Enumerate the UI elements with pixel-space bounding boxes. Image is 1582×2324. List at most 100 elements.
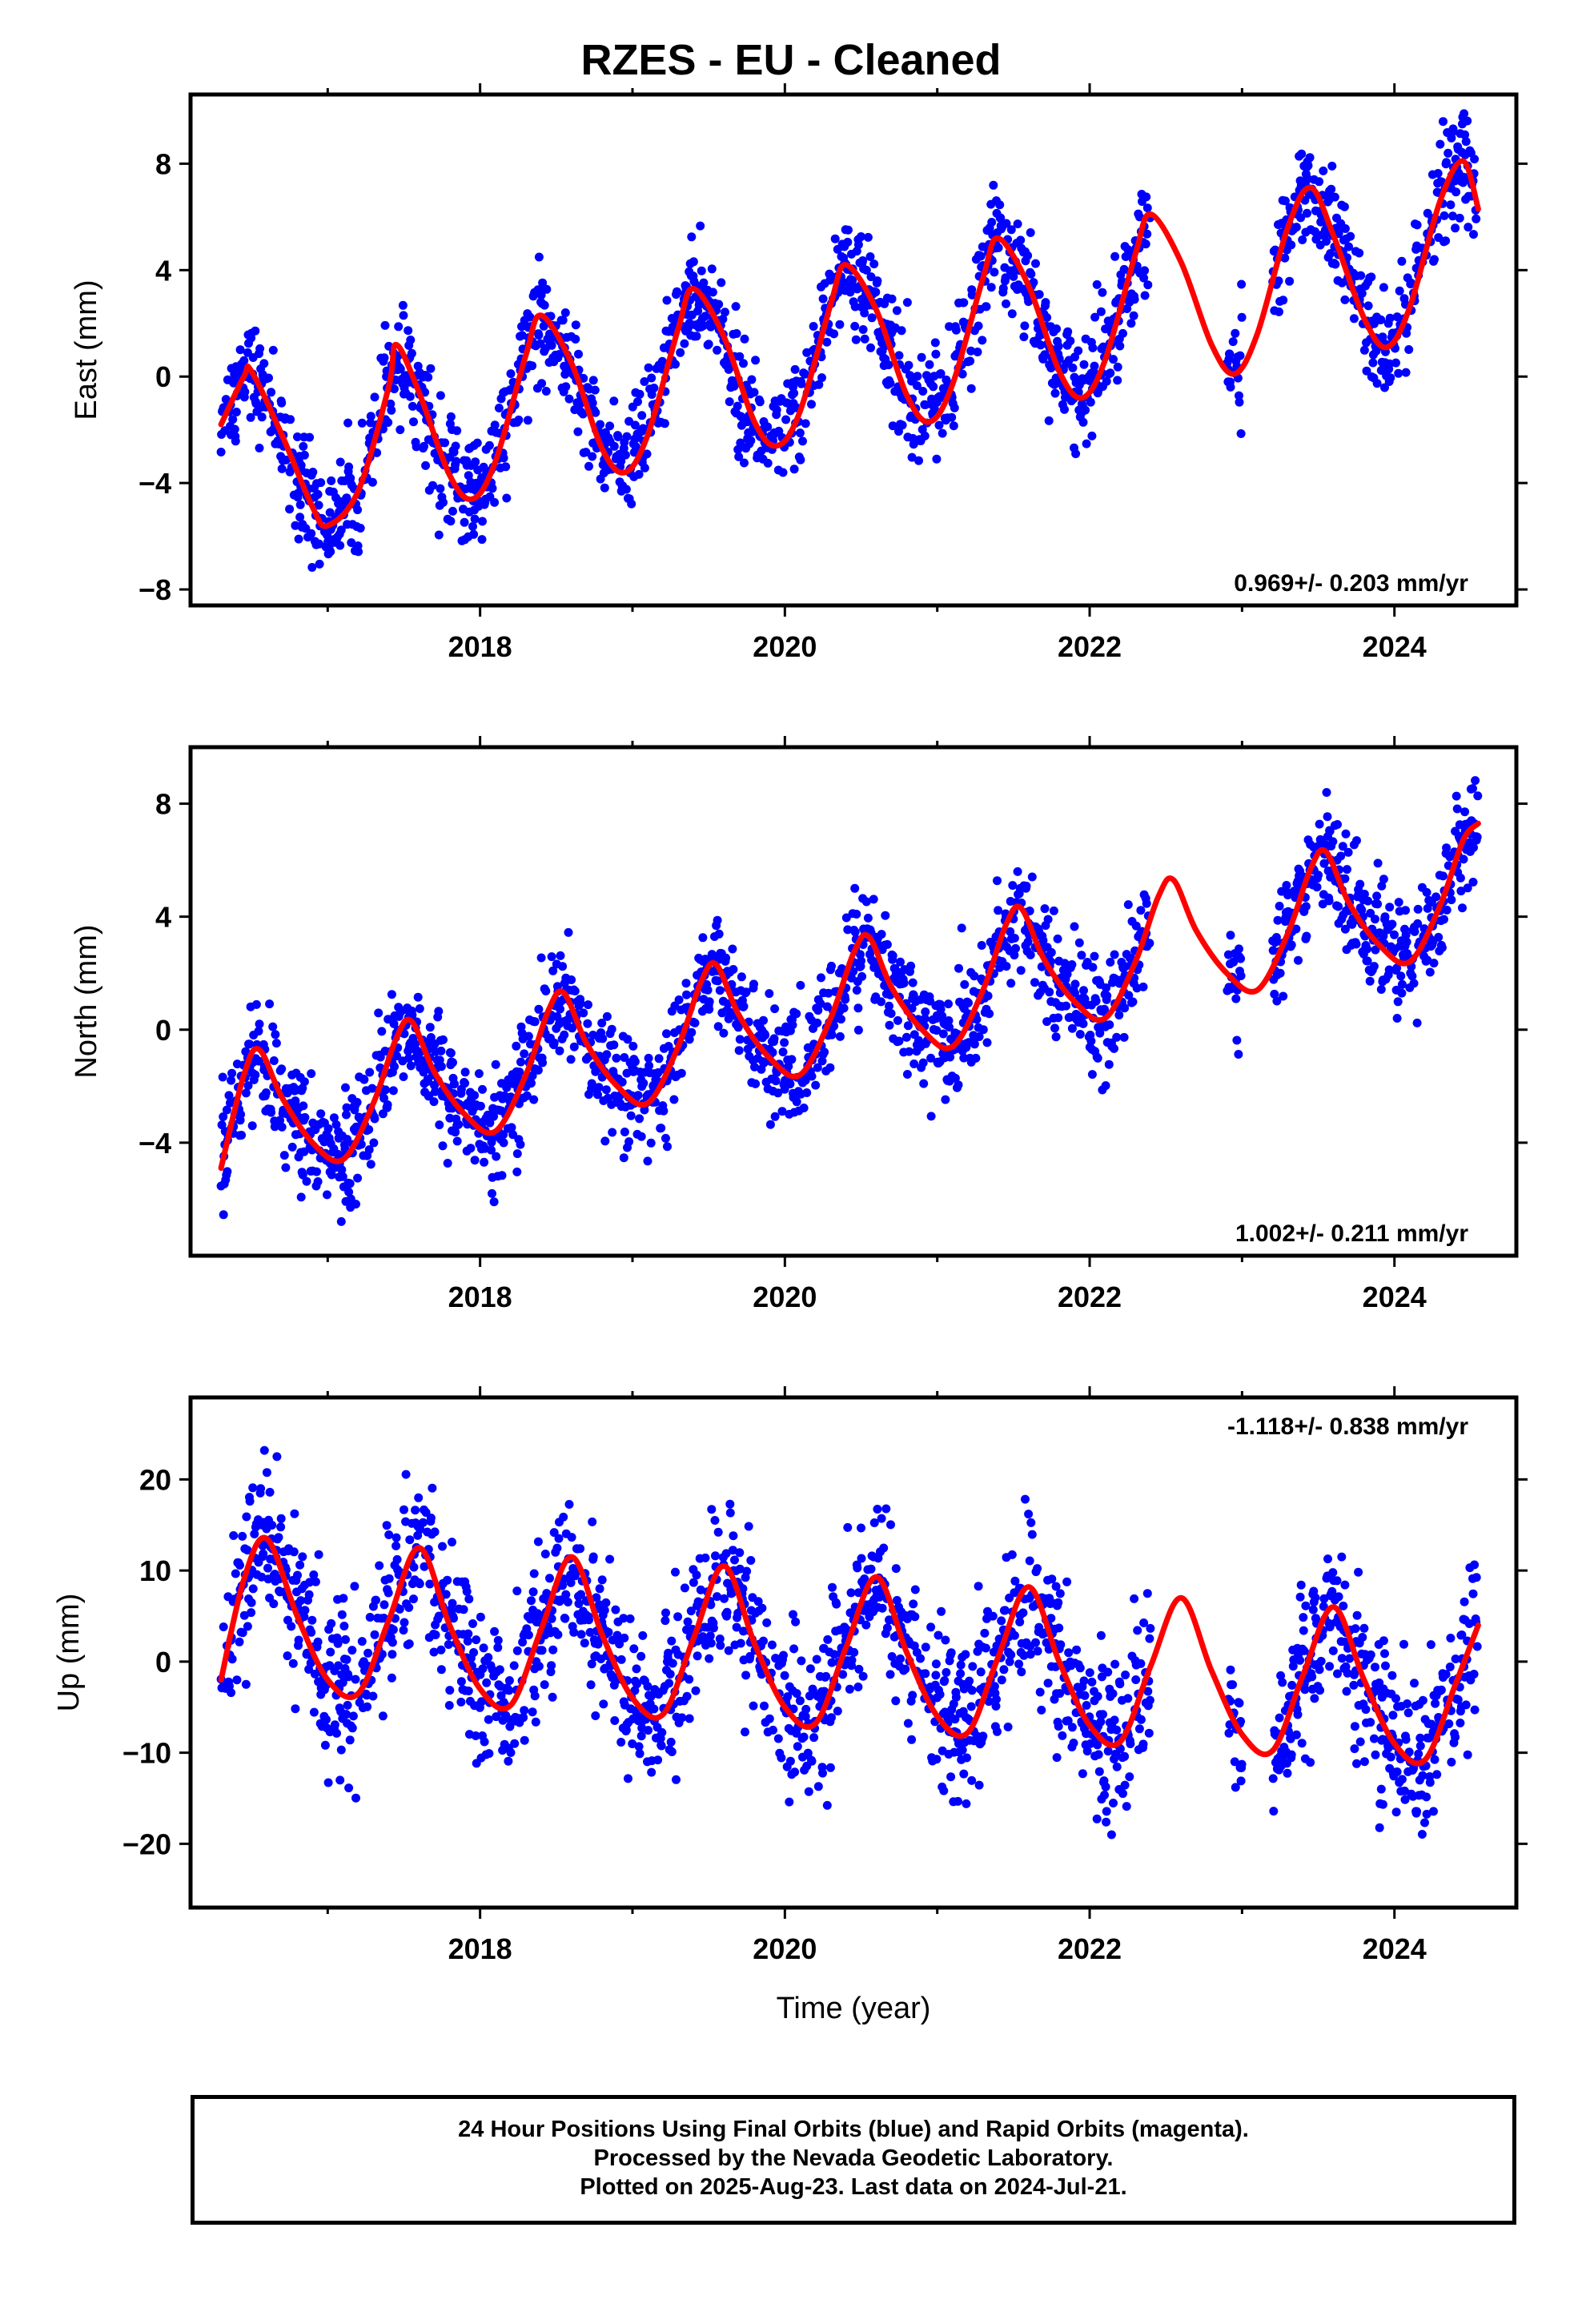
up-point	[877, 1514, 886, 1523]
north-point	[1387, 919, 1397, 929]
north-point	[837, 1015, 845, 1024]
up-point	[462, 1586, 472, 1596]
up-point	[1046, 1614, 1056, 1623]
up-point	[409, 1594, 418, 1604]
east-point	[843, 225, 853, 235]
east-point	[860, 308, 869, 318]
north-point	[1086, 1036, 1096, 1046]
up-point	[956, 1660, 966, 1670]
east-point	[584, 461, 593, 471]
east-point	[231, 436, 240, 446]
north-point	[424, 1076, 433, 1086]
north-point	[1075, 1030, 1085, 1039]
north-point	[593, 1090, 602, 1100]
up-point	[456, 1697, 466, 1707]
up-point	[932, 1755, 942, 1764]
north-point	[1384, 965, 1394, 975]
north-point	[1010, 934, 1019, 943]
north-ylabel: North (mm)	[70, 924, 103, 1078]
up-point	[1086, 1739, 1095, 1748]
up-point	[580, 1638, 589, 1648]
up-point	[548, 1645, 558, 1655]
up-point	[885, 1670, 895, 1679]
north-point	[771, 1076, 781, 1086]
up-point	[547, 1614, 556, 1623]
east-point	[379, 353, 389, 363]
east-point	[974, 321, 983, 331]
north-point	[512, 1149, 522, 1159]
east-point	[978, 242, 987, 251]
north-point	[270, 1122, 279, 1132]
east-point	[387, 405, 396, 415]
north-point	[296, 1192, 306, 1202]
east-point	[412, 442, 421, 452]
north-point	[759, 1015, 768, 1025]
east-point	[383, 418, 393, 427]
east-point	[740, 458, 749, 468]
up-point	[257, 1572, 267, 1582]
up-point	[1037, 1705, 1046, 1715]
up-point	[484, 1749, 494, 1759]
east-point	[676, 348, 685, 357]
east-point	[904, 360, 913, 370]
east-point	[850, 302, 860, 312]
up-point	[710, 1516, 720, 1525]
east-point	[1298, 235, 1307, 244]
up-point	[239, 1610, 249, 1620]
up-point	[428, 1483, 437, 1493]
east-point	[951, 325, 961, 335]
north-point	[1365, 976, 1375, 986]
north-point	[367, 1084, 377, 1093]
north-point	[323, 1124, 333, 1133]
east-point	[930, 404, 939, 414]
east-point	[967, 290, 977, 300]
up-point	[334, 1661, 343, 1671]
north-point	[560, 1030, 569, 1039]
east-point	[848, 275, 857, 285]
east-point	[308, 468, 318, 476]
east-point	[299, 441, 308, 451]
east-point	[514, 415, 524, 424]
up-point	[464, 1687, 473, 1695]
north-point	[1340, 874, 1350, 883]
north-point	[345, 1179, 355, 1188]
up-point	[493, 1635, 503, 1645]
north-point	[1023, 937, 1033, 947]
east-point	[528, 361, 537, 371]
up-point	[472, 1635, 481, 1645]
north-point	[281, 1163, 291, 1172]
east-point	[635, 389, 644, 399]
north-point	[908, 978, 917, 987]
up-point	[845, 1684, 854, 1694]
up-point	[685, 1675, 694, 1684]
north-point	[460, 1079, 470, 1088]
north-point	[1442, 843, 1452, 853]
north-point	[1471, 776, 1480, 786]
east-point	[994, 243, 1003, 252]
north-point	[1100, 1004, 1109, 1014]
east-point	[469, 529, 479, 539]
up-point	[672, 1775, 681, 1784]
up-point	[400, 1505, 408, 1514]
up-point	[351, 1793, 360, 1803]
north-point	[1090, 951, 1099, 961]
east-point	[588, 398, 597, 408]
north-point	[1030, 978, 1039, 987]
up-point	[735, 1564, 745, 1574]
north-point	[338, 1172, 347, 1181]
up-point	[304, 1590, 314, 1599]
north-point	[336, 1216, 346, 1226]
east-point	[1340, 224, 1350, 233]
up-point	[336, 1745, 346, 1755]
north-point	[690, 1018, 700, 1027]
up-point	[821, 1671, 831, 1681]
up-point	[552, 1543, 562, 1553]
east-point	[295, 500, 305, 509]
north-point	[944, 999, 953, 1009]
north-point	[243, 1081, 253, 1091]
north-point	[377, 1027, 387, 1036]
north-point	[1128, 997, 1138, 1007]
up-point	[1033, 1564, 1042, 1574]
north-point	[993, 876, 1002, 886]
